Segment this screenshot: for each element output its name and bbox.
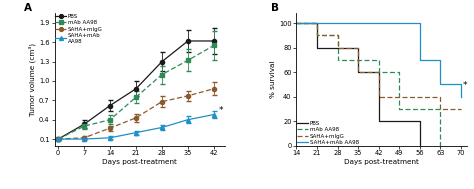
Legend: PBS, mAb AA98, SAHA+mIgG, SAHA+mAb
AA98: PBS, mAb AA98, SAHA+mIgG, SAHA+mAb AA98 — [55, 14, 103, 44]
Y-axis label: Tumor volume (cm³): Tumor volume (cm³) — [29, 43, 36, 116]
Legend: PBS, mAb AA98, SAHA+mIgG, SAHA+mAb AA98: PBS, mAb AA98, SAHA+mIgG, SAHA+mAb AA98 — [297, 121, 359, 145]
Text: *: * — [463, 81, 467, 90]
X-axis label: Days post-treatment: Days post-treatment — [102, 159, 177, 165]
Text: *: * — [218, 106, 223, 115]
Y-axis label: % survival: % survival — [270, 61, 276, 98]
Text: A: A — [24, 3, 32, 13]
Text: B: B — [271, 3, 279, 13]
X-axis label: Days post-treatment: Days post-treatment — [344, 159, 419, 165]
